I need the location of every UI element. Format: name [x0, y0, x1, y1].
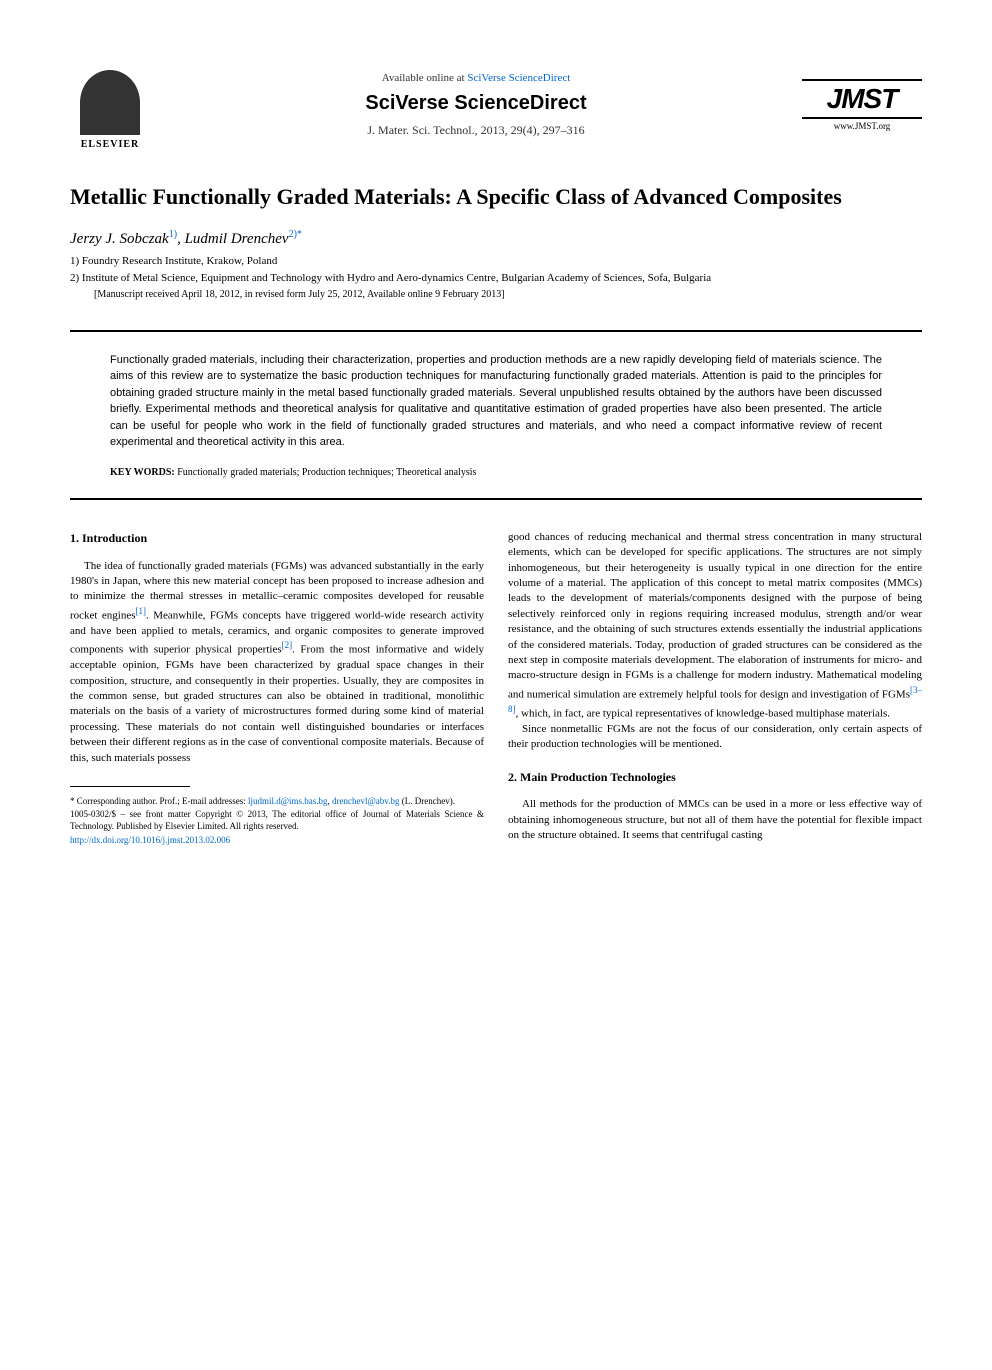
- author-sep: ,: [177, 231, 185, 247]
- jmst-logo: JMST www.JMST.org: [802, 79, 922, 131]
- intro-paragraph-3: Since nonmetallic FGMs are not the focus…: [508, 722, 922, 753]
- doi-link[interactable]: http://dx.doi.org/10.1016/j.jmst.2013.02…: [70, 835, 230, 845]
- p2-text-a: good chances of reducing mechanical and …: [508, 531, 922, 701]
- available-text: Available online at: [382, 72, 468, 84]
- affiliation-1: 1) Foundry Research Institute, Krakow, P…: [70, 254, 922, 269]
- abstract-text: Functionally graded materials, including…: [110, 352, 882, 451]
- article-title: Metallic Functionally Graded Materials: …: [70, 180, 922, 213]
- keywords-label: KEY WORDS:: [110, 467, 177, 478]
- authors: Jerzy J. Sobczak1), Ludmil Drenchev2)*: [70, 229, 922, 248]
- corr-email-1[interactable]: ljudmil.d@ims.bas.bg: [248, 796, 328, 806]
- right-column: good chances of reducing mechanical and …: [508, 530, 922, 848]
- sciverse-link[interactable]: SciVerse ScienceDirect: [467, 72, 570, 84]
- jmst-url: www.JMST.org: [802, 121, 922, 131]
- p2-text-b: , which, in fact, are typical representa…: [516, 707, 890, 719]
- intro-paragraph-1: The idea of functionally graded material…: [70, 559, 484, 766]
- affiliation-2: 2) Institute of Metal Science, Equipment…: [70, 271, 922, 286]
- ref-2[interactable]: [2]: [282, 640, 293, 650]
- footnote-divider: [70, 786, 190, 787]
- copyright-footnote: 1005-0302/$ – see front matter Copyright…: [70, 808, 484, 833]
- elsevier-text: ELSEVIER: [81, 139, 140, 150]
- available-online: Available online at SciVerse ScienceDire…: [150, 72, 802, 84]
- page-header: ELSEVIER Available online at SciVerse Sc…: [70, 60, 922, 150]
- corr-name: (L. Drenchev).: [399, 796, 454, 806]
- author-1: Jerzy J. Sobczak: [70, 231, 169, 247]
- section-2-heading: 2. Main Production Technologies: [508, 769, 922, 786]
- left-column: 1. Introduction The idea of functionally…: [70, 530, 484, 848]
- jmst-text: JMST: [802, 79, 922, 119]
- author-2-sup: 2)*: [289, 229, 302, 240]
- corr-email-2[interactable]: drenchevl@abv.bg: [332, 796, 399, 806]
- intro-paragraph-2: good chances of reducing mechanical and …: [508, 530, 922, 722]
- elsevier-logo: ELSEVIER: [70, 60, 150, 150]
- p1-text-c: . From the most informative and widely a…: [70, 644, 484, 764]
- author-1-sup: 1): [169, 229, 177, 240]
- section-2-paragraph-1: All methods for the production of MMCs c…: [508, 797, 922, 843]
- body-columns: 1. Introduction The idea of functionally…: [70, 530, 922, 848]
- author-2: Ludmil Drenchev: [185, 231, 289, 247]
- section-1-heading: 1. Introduction: [70, 530, 484, 547]
- keywords-line: KEY WORDS: Functionally graded materials…: [110, 467, 882, 478]
- corr-label: * Corresponding author. Prof.; E-mail ad…: [70, 796, 248, 806]
- manuscript-info: [Manuscript received April 18, 2012, in …: [94, 289, 922, 300]
- elsevier-tree-icon: [80, 70, 140, 135]
- header-center: Available online at SciVerse ScienceDire…: [150, 72, 802, 138]
- ref-1[interactable]: [1]: [136, 606, 147, 616]
- keywords-text: Functionally graded materials; Productio…: [177, 467, 476, 478]
- sciverse-logo: SciVerse ScienceDirect: [150, 92, 802, 115]
- corresponding-author-footnote: * Corresponding author. Prof.; E-mail ad…: [70, 795, 484, 808]
- journal-citation: J. Mater. Sci. Technol., 2013, 29(4), 29…: [150, 123, 802, 138]
- abstract-box: Functionally graded materials, including…: [70, 330, 922, 500]
